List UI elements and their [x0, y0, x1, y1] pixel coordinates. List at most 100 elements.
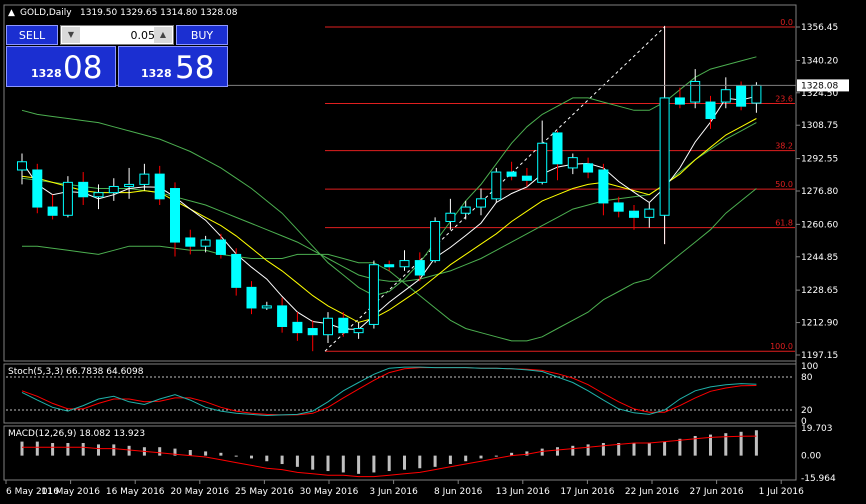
- sell-button[interactable]: SELL: [6, 25, 58, 45]
- candle-body: [47, 206, 58, 216]
- price-tick-label: 1308.75: [801, 121, 838, 131]
- candle-body: [399, 260, 410, 268]
- lot-size-input[interactable]: [81, 27, 157, 43]
- time-tick-label: 16 May 2016: [106, 487, 165, 497]
- candle-body: [17, 161, 27, 171]
- candle-body: [307, 328, 318, 336]
- macd-histogram-bar: [357, 455, 361, 474]
- candle-body: [292, 321, 303, 334]
- fib-level-label: 23.6: [775, 94, 793, 103]
- candle-body: [338, 317, 349, 334]
- candle-body: [277, 305, 288, 327]
- stoch-tick-label: 100: [801, 362, 818, 372]
- time-tick-label: 6 May 2016: [6, 487, 59, 497]
- price-tick-label: 1276.80: [801, 187, 838, 197]
- sell-price-big-figure: 1328: [31, 67, 62, 80]
- macd-histogram-bar: [724, 433, 728, 456]
- candle-body: [430, 220, 441, 262]
- macd-histogram-bar: [234, 455, 238, 457]
- macd-histogram-bar: [418, 455, 422, 469]
- macd-histogram-bar: [66, 443, 70, 456]
- sell-price-box[interactable]: 1328 08: [6, 46, 116, 87]
- fib-level-label: 100.0: [770, 342, 793, 351]
- candles: [6, 25, 796, 352]
- candle-body: [751, 84, 762, 104]
- lot-decrease-icon[interactable]: ▼: [62, 27, 80, 43]
- fibonacci-retracement[interactable]: 0.0 23.6 38.2 50.0 61.8 100.0: [324, 18, 795, 352]
- macd-tick-label: 0.00: [801, 452, 821, 462]
- candle-body: [629, 210, 639, 218]
- price-tick-label: 1292.55: [801, 155, 838, 165]
- macd-histogram-bar: [479, 455, 483, 459]
- macd-histogram-bar: [663, 441, 667, 456]
- price-tick-label: 1228.65: [801, 286, 838, 296]
- price-tick-label: 1340.20: [801, 56, 838, 66]
- time-tick-label: 25 May 2016: [235, 487, 294, 497]
- macd-histogram-bar: [341, 455, 345, 473]
- time-tick-label: 13 Jun 2016: [496, 487, 550, 497]
- price-tick-label: 1244.85: [801, 253, 838, 263]
- candle-body: [246, 286, 257, 309]
- macd-signal-line: [22, 435, 757, 478]
- buy-price-big-figure: 1328: [141, 67, 172, 80]
- candle-body: [215, 239, 226, 255]
- price-tick-label: 1260.60: [801, 220, 838, 230]
- bollinger-middle-line: [21, 122, 757, 282]
- macd-histogram-bar: [709, 434, 712, 456]
- candle-body: [445, 212, 456, 222]
- candle-body: [78, 181, 89, 198]
- macd-histogram-bar: [586, 444, 590, 456]
- macd-histogram-bar: [280, 455, 284, 465]
- lot-size-stepper: ▼ ▲: [60, 25, 174, 45]
- macd-histogram-bar: [97, 444, 100, 456]
- stochastic-title: Stoch(5,3,3) 66.7838 64.6098: [8, 367, 144, 377]
- candle-body: [261, 305, 272, 309]
- one-click-trading-panel: SELL ▼ ▲ BUY 1328 08 1328 58: [6, 25, 228, 87]
- candle-body: [200, 239, 211, 247]
- macd-histogram-bar: [173, 448, 177, 456]
- candle-body: [414, 260, 425, 276]
- price-tick-label: 1197.15: [801, 351, 838, 361]
- stoch-main-line: [21, 366, 757, 417]
- candle-body: [552, 132, 563, 165]
- bollinger-lower-line: [22, 188, 757, 342]
- stoch-tick-label: 80: [801, 373, 813, 383]
- candle-body: [506, 171, 517, 177]
- candle-body: [108, 185, 119, 194]
- price-tick-label: 1356.45: [801, 23, 838, 33]
- candle-body: [537, 142, 548, 183]
- candle-body: [567, 157, 578, 169]
- buy-price-box[interactable]: 1328 58: [118, 46, 228, 87]
- buy-button[interactable]: BUY: [176, 25, 228, 45]
- price-tick-label: 1212.90: [801, 319, 838, 329]
- candle-body: [353, 328, 364, 334]
- macd-histogram-bar: [617, 443, 621, 456]
- macd-histogram-bar: [20, 441, 24, 456]
- candle-body: [491, 171, 502, 200]
- time-tick-label: 20 May 2016: [170, 487, 229, 497]
- symbol-title: GOLD,Daily: [20, 8, 72, 18]
- candle-body: [460, 206, 471, 214]
- time-tick-label: 27 Jun 2016: [690, 487, 744, 497]
- time-tick-label: 30 May 2016: [300, 487, 359, 497]
- bollinger-bands: [21, 56, 757, 342]
- macd-histogram-bar: [632, 443, 636, 456]
- macd-histogram-bar: [81, 443, 85, 456]
- macd-histogram-bar: [311, 455, 315, 470]
- candle-body: [674, 97, 685, 105]
- lot-increase-icon[interactable]: ▲: [154, 27, 172, 43]
- candle-body: [644, 208, 655, 218]
- candle-body: [62, 181, 73, 216]
- macd-histogram-bar: [510, 452, 514, 456]
- moving-average-line: [21, 118, 757, 323]
- candle-body: [32, 169, 43, 208]
- candle-body: [185, 237, 196, 247]
- candle-body: [690, 80, 701, 103]
- fib-level-label: 0.0: [780, 18, 793, 27]
- macd-tick-label: 19.703: [801, 424, 833, 434]
- time-tick-label: 1 Jul 2016: [759, 487, 804, 497]
- macd-histogram-bar: [403, 455, 406, 470]
- macd-histogram-bar: [556, 447, 559, 456]
- candle-body: [124, 183, 135, 187]
